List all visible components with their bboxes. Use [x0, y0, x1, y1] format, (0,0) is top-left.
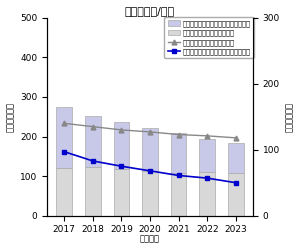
Bar: [142, 171, 158, 216]
Bar: [142, 128, 158, 171]
Bar: [199, 138, 215, 172]
Bar: [228, 173, 244, 216]
Bar: [56, 107, 72, 168]
X-axis label: （年度）: （年度）: [140, 235, 160, 244]
Title: 国内　金額/台数: 国内 金額/台数: [125, 5, 175, 15]
Bar: [171, 133, 186, 173]
Y-axis label: 台数（万台）: 台数（万台）: [285, 102, 294, 132]
Bar: [114, 169, 129, 216]
Y-axis label: 金額（億円）: 金額（億円）: [6, 102, 15, 132]
Bar: [56, 168, 72, 216]
Bar: [85, 167, 101, 216]
Bar: [228, 143, 244, 173]
Bar: [85, 116, 101, 167]
Legend: バーソナルファクシミリ金額（左軸）, コードレスホン金額（左軸）, コードレスホン台数（右軸）, バーソナルファクシミリ台数（右軸）: バーソナルファクシミリ金額（左軸）, コードレスホン金額（左軸）, コードレスホ…: [164, 17, 254, 59]
Bar: [114, 122, 129, 169]
Bar: [199, 172, 215, 216]
Bar: [171, 173, 186, 216]
